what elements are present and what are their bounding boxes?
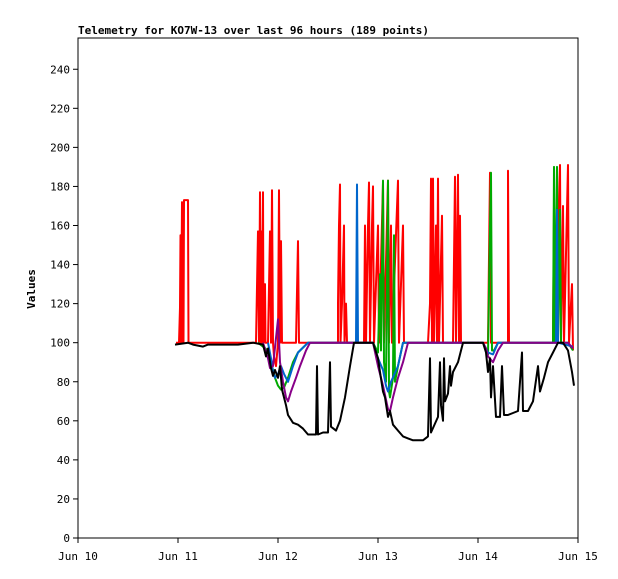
x-tick-label: Jun 15 <box>558 550 598 563</box>
series-line-4 <box>174 341 575 442</box>
series-line-3 <box>262 318 574 412</box>
y-axis-ticks: 0 20 40 60 80 100 120 140 160 180 200 220 240 <box>50 63 78 545</box>
x-tick-label: Jun 14 <box>458 550 498 563</box>
y-tick-label: 180 <box>50 180 70 193</box>
y-tick-label: 40 <box>57 454 70 467</box>
y-axis-label: Values <box>25 269 38 309</box>
y-tick-label: 80 <box>57 376 70 389</box>
x-axis-ticks: Jun 10 Jun 11 Jun 12 Jun 13 Jun 14 Jun 15 <box>58 538 598 563</box>
y-tick-label: 140 <box>50 259 70 272</box>
series-line-2 <box>267 183 574 393</box>
series-line-1 <box>257 165 574 399</box>
plot-frame <box>77 37 579 539</box>
y-tick-label: 20 <box>57 493 70 506</box>
x-tick-label: Jun 11 <box>158 550 198 563</box>
x-tick-label: Jun 12 <box>258 550 298 563</box>
x-tick-label: Jun 13 <box>358 550 398 563</box>
chart-title: Telemetry for KO7W-13 over last 96 hours… <box>78 24 429 37</box>
y-tick-label: 0 <box>63 532 70 545</box>
data-series <box>174 164 575 442</box>
y-tick-label: 200 <box>50 141 70 154</box>
y-tick-label: 240 <box>50 63 70 76</box>
y-tick-label: 160 <box>50 220 70 233</box>
y-tick-label: 100 <box>50 337 70 350</box>
series-line-0 <box>176 164 574 368</box>
y-tick-label: 120 <box>50 298 70 311</box>
x-tick-label: Jun 10 <box>58 550 98 563</box>
y-tick-label: 60 <box>57 415 70 428</box>
y-tick-label: 220 <box>50 102 70 115</box>
